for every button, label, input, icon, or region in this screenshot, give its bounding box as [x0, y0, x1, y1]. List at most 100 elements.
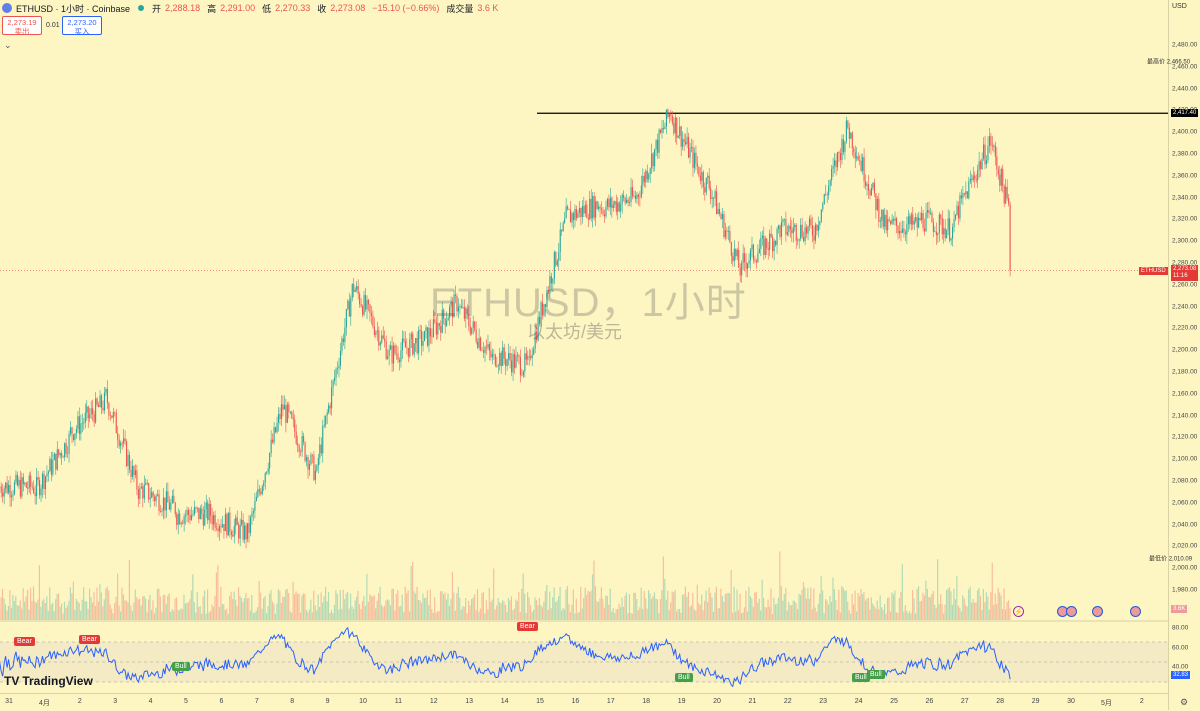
volume-bar: [297, 594, 298, 620]
volume-bar: [834, 589, 835, 620]
volume-bar: [897, 613, 898, 620]
candle-body: [949, 218, 950, 240]
candle-body: [125, 438, 126, 441]
time-tick: 10: [359, 698, 367, 705]
candle-body: [653, 153, 654, 166]
candle-body: [287, 404, 288, 422]
volume-bar: [163, 595, 164, 620]
price-tick: 2,240.00: [1172, 303, 1197, 310]
volume-bar: [689, 607, 690, 620]
candle-body: [225, 514, 226, 531]
candle-body: [757, 253, 758, 262]
symbol-title[interactable]: ETHUSD · 1小时 · Coinbase: [16, 2, 130, 15]
candle-body: [254, 501, 255, 511]
price-axis[interactable]: USD 2,480.002,460.002,440.002,420.002,40…: [1168, 0, 1200, 710]
volume-bar: [148, 600, 149, 620]
candle-body: [246, 525, 247, 539]
volume-bar: [856, 612, 857, 620]
volume-bar: [530, 605, 531, 620]
volume-bar: [309, 609, 310, 620]
volume-bar: [911, 614, 912, 620]
candle-body: [48, 471, 49, 474]
tradingview-logo[interactable]: TV TradingView: [4, 674, 93, 688]
candle-body: [117, 433, 118, 440]
volume-bar: [694, 609, 695, 620]
candle-body: [527, 356, 528, 360]
candle-body: [878, 199, 879, 222]
candle-body: [486, 347, 487, 348]
candle-body: [710, 188, 711, 199]
candle-body: [350, 298, 351, 316]
volume-bar: [121, 588, 122, 620]
candle-body: [766, 239, 767, 249]
volume-bar: [55, 599, 56, 620]
price-chart[interactable]: [0, 0, 1168, 710]
volume-bar: [546, 585, 547, 620]
chart-pane[interactable]: [0, 0, 1168, 710]
candle-body: [890, 221, 891, 224]
volume-bar: [133, 603, 134, 620]
volume-bar: [629, 594, 630, 620]
volume-bar: [919, 601, 920, 620]
volume-bar: [253, 613, 254, 620]
chevron-down-icon[interactable]: ⌄: [4, 40, 12, 51]
buy-button[interactable]: 2,273.20 买入: [62, 16, 102, 35]
volume-bar: [667, 591, 668, 620]
flash-icon[interactable]: ⚡: [1013, 606, 1024, 617]
candle-body: [57, 449, 58, 469]
candle-body: [900, 231, 901, 233]
candle-body: [195, 507, 196, 508]
us-flag-icon[interactable]: [1066, 606, 1077, 617]
volume-bar: [739, 594, 740, 620]
time-tick: 4: [149, 698, 153, 705]
volume-bar: [950, 591, 951, 620]
us-flag-icon[interactable]: [1092, 606, 1103, 617]
price-tick: 2,000.00: [1172, 565, 1197, 572]
candle-body: [843, 139, 844, 152]
candle-body: [689, 148, 690, 157]
candle-body: [700, 176, 701, 181]
volume-bar: [502, 600, 503, 620]
volume-bar: [201, 614, 202, 620]
volume-bar: [132, 611, 133, 620]
volume-bar: [501, 603, 502, 620]
candle-body: [608, 199, 609, 207]
volume-bar: [298, 594, 299, 620]
sell-button[interactable]: 2,273.19 卖出: [2, 16, 42, 35]
volume-bar: [822, 590, 823, 620]
time-tick: 19: [678, 698, 686, 705]
volume-bar: [937, 559, 938, 620]
volume-bar: [18, 606, 19, 620]
volume-bar: [232, 599, 233, 620]
candle-body: [253, 511, 254, 513]
volume-bar: [79, 603, 80, 620]
candle-body: [483, 350, 484, 352]
candle-body: [853, 148, 854, 152]
gear-icon[interactable]: ⚙: [1180, 697, 1188, 708]
candle-body: [651, 153, 652, 168]
volume-bar: [219, 607, 220, 620]
volume-bar: [652, 596, 653, 620]
volume-bar: [560, 587, 561, 620]
candle-body: [14, 482, 15, 494]
us-flag-icon[interactable]: [1130, 606, 1141, 617]
candle-body: [35, 493, 36, 496]
candle-body: [974, 175, 975, 178]
volume-bar: [439, 611, 440, 620]
candle-body: [279, 414, 280, 419]
candle-body: [309, 464, 310, 469]
candle-body: [917, 217, 918, 227]
volume-bar: [803, 582, 804, 620]
candle-body: [911, 214, 912, 224]
volume-bar: [365, 606, 366, 620]
volume-bar: [961, 611, 962, 620]
candle-body: [220, 526, 221, 527]
candle-body: [154, 497, 155, 502]
candle-body: [250, 517, 251, 533]
volume-bar: [933, 591, 934, 620]
volume-bar: [809, 599, 810, 620]
volume-bar: [735, 612, 736, 620]
candle-body: [737, 250, 738, 256]
